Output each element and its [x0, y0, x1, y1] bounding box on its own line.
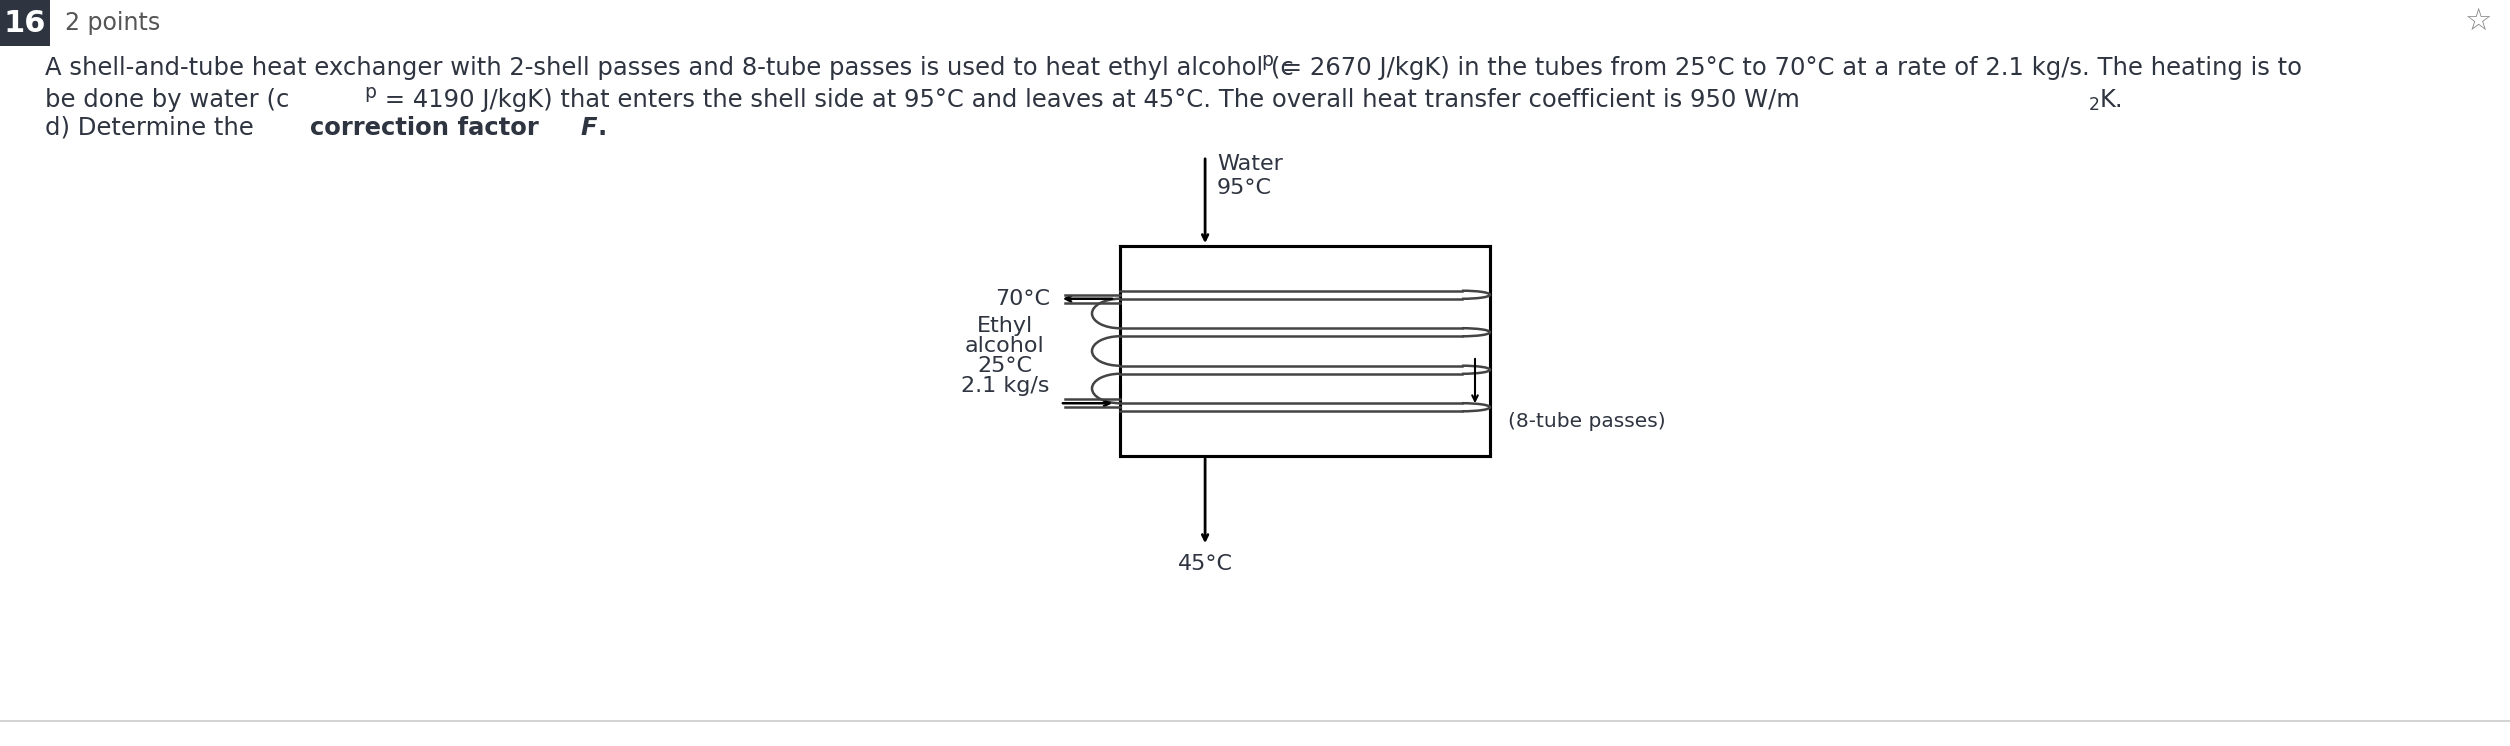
Text: d) Determine the: d) Determine the: [45, 116, 261, 140]
Text: Water: Water: [1217, 154, 1283, 174]
Text: 25°C: 25°C: [976, 356, 1032, 376]
Text: 70°C: 70°C: [994, 289, 1049, 309]
Text: correction factor: correction factor: [311, 116, 547, 140]
Text: p: p: [1260, 51, 1273, 70]
Text: 95°C: 95°C: [1217, 178, 1273, 198]
Text: Ethyl: Ethyl: [976, 316, 1034, 336]
FancyBboxPatch shape: [0, 0, 50, 46]
Bar: [1119, 246, 1491, 456]
Text: alcohol: alcohol: [966, 336, 1044, 356]
Text: be done by water (c: be done by water (c: [45, 88, 289, 112]
Text: (8-tube passes): (8-tube passes): [1509, 412, 1667, 431]
Text: 45°C: 45°C: [1177, 554, 1232, 574]
Text: = 4190 J/kgK) that enters the shell side at 95°C and leaves at 45°C. The overall: = 4190 J/kgK) that enters the shell side…: [376, 88, 1800, 112]
Text: = 2670 J/kgK) in the tubes from 25°C to 70°C at a rate of 2.1 kg/s. The heating : = 2670 J/kgK) in the tubes from 25°C to …: [1275, 56, 2302, 80]
Text: 2.1 kg/s: 2.1 kg/s: [961, 376, 1049, 396]
Text: 2 points: 2 points: [65, 11, 161, 35]
Text: .: .: [597, 116, 607, 140]
Text: F: F: [580, 116, 597, 140]
Text: p: p: [364, 83, 376, 102]
Text: A shell-and-tube heat exchanger with 2-shell passes and 8-tube passes is used to: A shell-and-tube heat exchanger with 2-s…: [45, 56, 1293, 80]
Text: ☆: ☆: [2465, 7, 2492, 36]
Text: 2: 2: [2088, 96, 2101, 114]
Text: K.: K.: [2101, 88, 2123, 112]
Text: 16: 16: [3, 8, 45, 37]
